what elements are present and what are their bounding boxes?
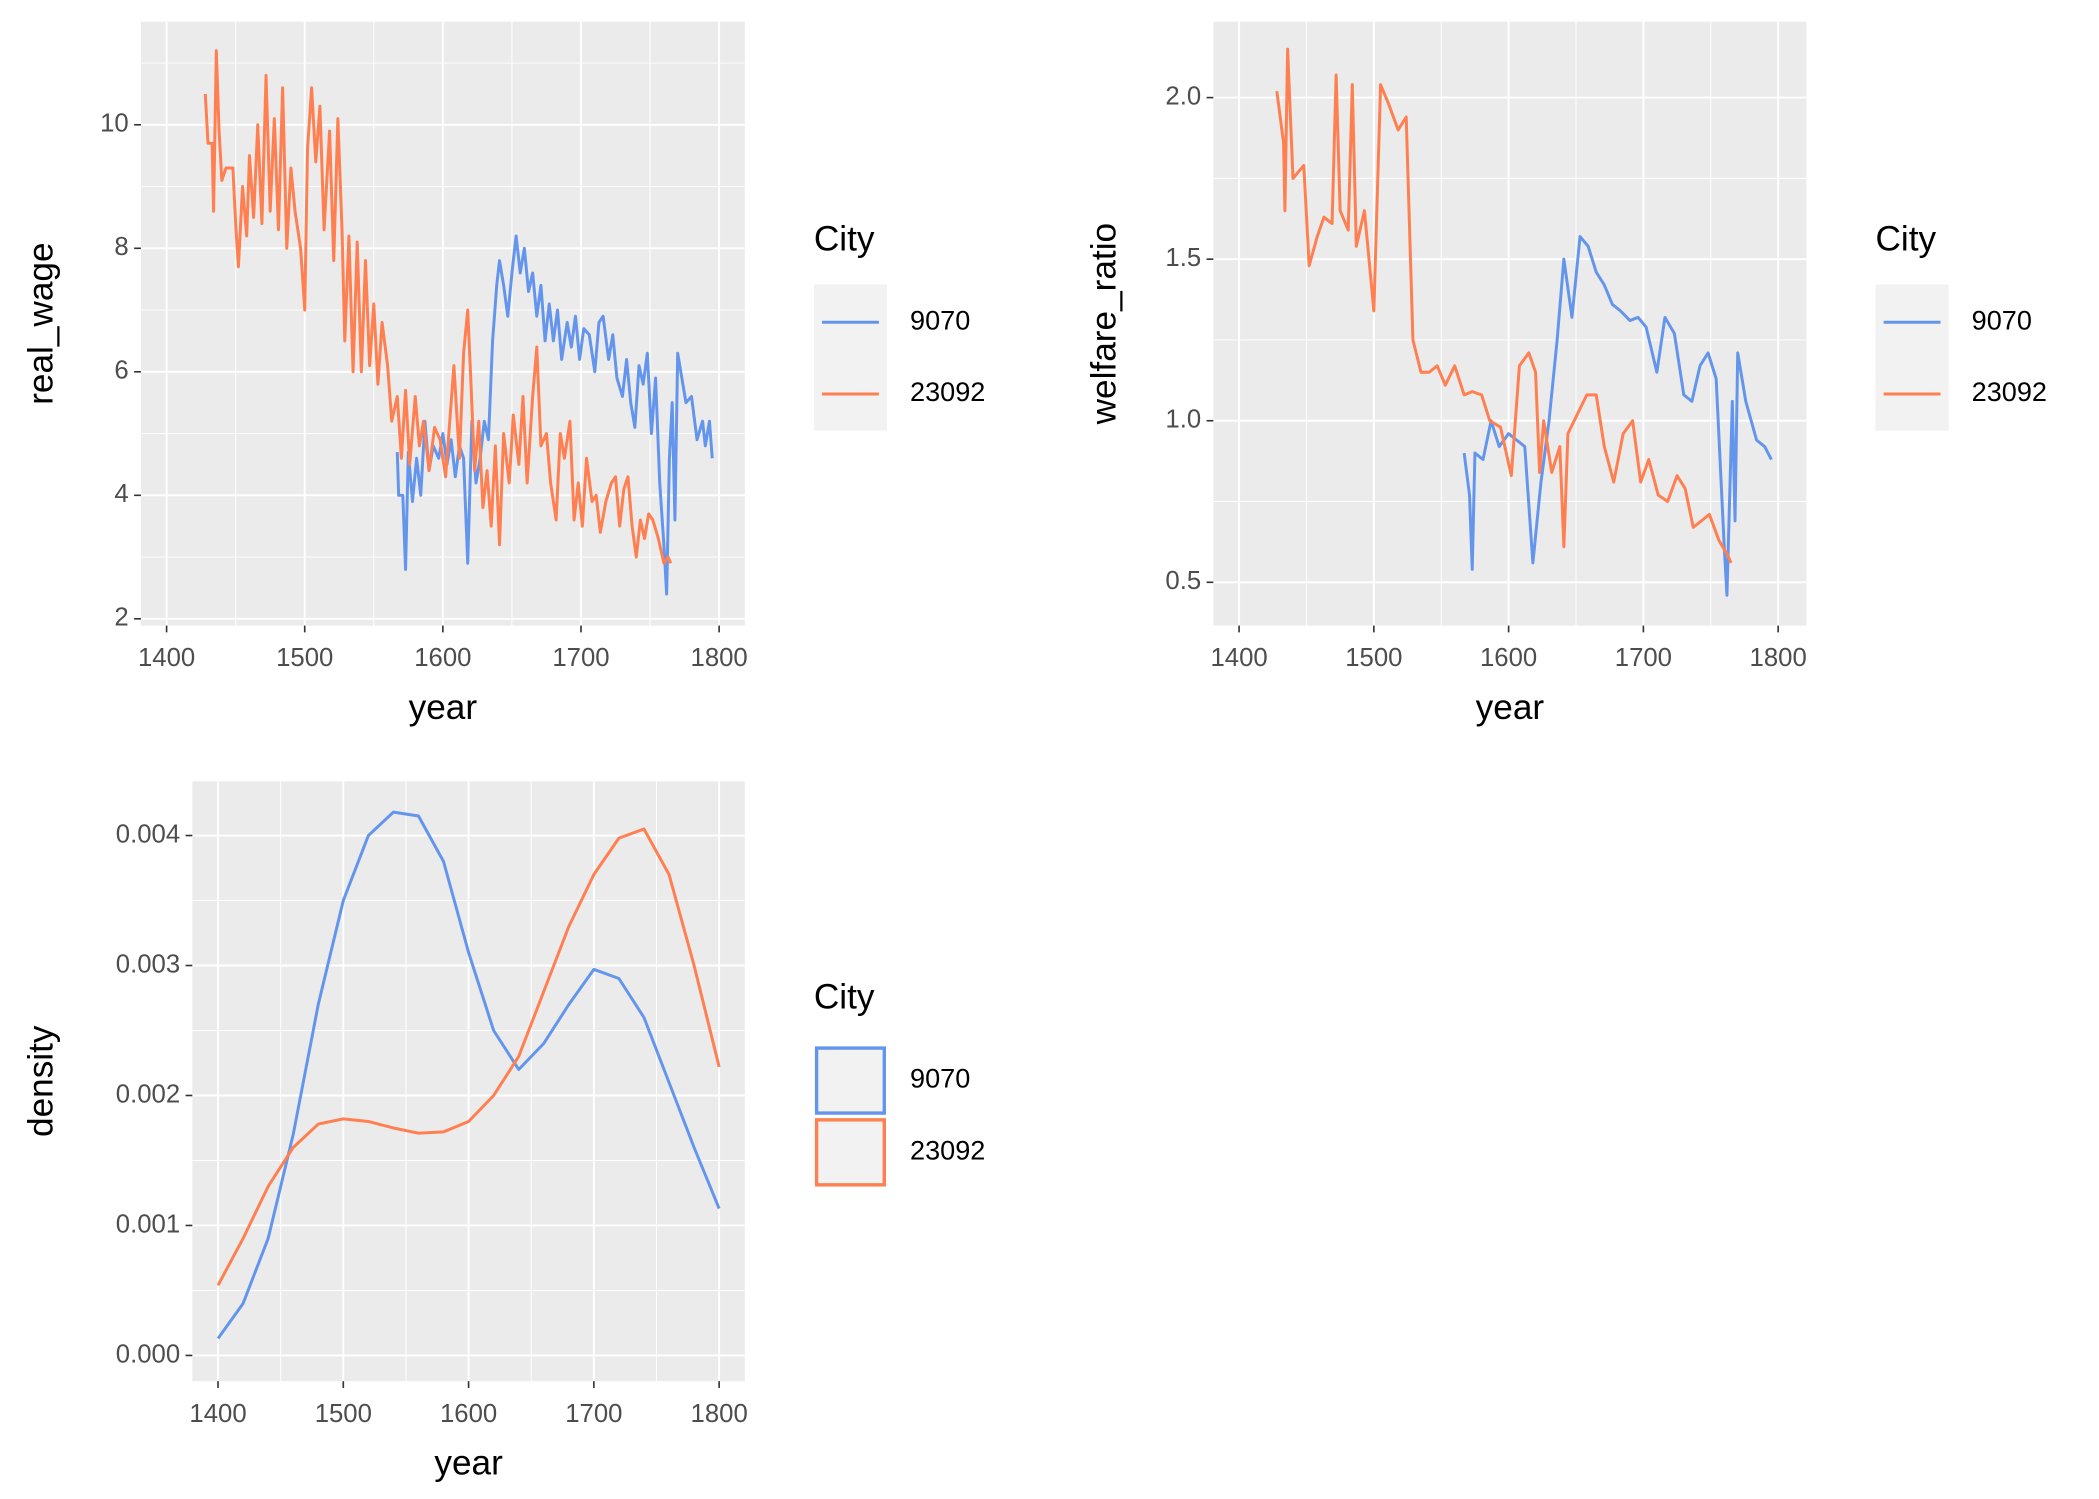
legend-label: 9070: [910, 1063, 970, 1094]
x-axis-title: year: [434, 1443, 503, 1482]
legend-title: City: [814, 978, 875, 1017]
x-tick-label: 1500: [315, 1400, 372, 1428]
legend-key: [814, 1118, 886, 1187]
legend-label: 9070: [910, 304, 970, 335]
y-axis-title: welfare_ratio: [1085, 223, 1124, 425]
x-tick-label: 1600: [414, 644, 471, 672]
y-tick-label: 2: [114, 604, 128, 632]
x-tick-label: 1700: [565, 1400, 622, 1428]
legend-label: 9070: [1972, 304, 2032, 335]
legend-key: [814, 1046, 886, 1115]
series-line: [1275, 47, 1733, 564]
x-tick-label: 1400: [138, 644, 195, 672]
plot-background: [1213, 21, 1807, 626]
legend-key-background: [1875, 284, 1949, 431]
series-line: [216, 827, 721, 1286]
x-tick-label: 1500: [1345, 644, 1402, 672]
y-tick-label: 0.004: [116, 820, 180, 848]
x-tick-label: 1700: [1615, 644, 1672, 672]
y-axis-title: real_wage: [22, 242, 61, 404]
y-tick-label: 4: [114, 480, 128, 508]
x-tick-label: 1500: [276, 644, 333, 672]
legend-label: 23092: [910, 376, 985, 407]
y-axis-title: density: [22, 1025, 61, 1137]
legend-label: 23092: [1972, 376, 2047, 407]
x-tick-label: 1400: [189, 1400, 246, 1428]
panel: 0.000 0.001 0.002 0.003 0.004 1400 1500 1600 170…: [22, 781, 985, 1482]
x-tick-label: 1600: [1480, 644, 1537, 672]
x-tick-label: 1600: [440, 1400, 497, 1428]
y-tick-label: 0.003: [116, 950, 180, 978]
y-tick-label: 8: [114, 233, 128, 261]
panel: 2 4 6 8 10 1400 1500 1600 1700 1800 year real_wage C…: [22, 21, 985, 727]
y-tick-label: 10: [100, 110, 129, 138]
series-line: [203, 49, 673, 565]
y-tick-label: 6: [114, 357, 128, 385]
series-line: [1462, 235, 1773, 597]
panel: 0.5 1.0 1.5 2.0 1400 1500 1600 1700 1800 year welf…: [1085, 21, 2047, 727]
x-axis-title: year: [1476, 688, 1545, 727]
legend-title: City: [814, 219, 875, 258]
y-tick-label: 0.5: [1165, 567, 1201, 595]
x-tick-label: 1800: [691, 644, 748, 672]
y-tick-label: 1.0: [1165, 406, 1201, 434]
legend-title: City: [1876, 219, 1937, 258]
legend-label: 23092: [910, 1135, 985, 1166]
y-tick-label: 1.5: [1165, 244, 1201, 272]
y-tick-label: 2.0: [1165, 82, 1201, 110]
x-tick-label: 1800: [1750, 644, 1807, 672]
x-axis-title: year: [409, 688, 478, 727]
series-line: [216, 810, 721, 1340]
y-tick-label: 0.001: [116, 1210, 180, 1238]
x-tick-label: 1400: [1210, 644, 1267, 672]
legend-key-background: [813, 284, 888, 431]
x-tick-label: 1700: [552, 644, 609, 672]
y-tick-label: 0.002: [116, 1080, 180, 1108]
y-tick-label: 0.000: [116, 1340, 180, 1368]
x-tick-label: 1800: [691, 1400, 748, 1428]
